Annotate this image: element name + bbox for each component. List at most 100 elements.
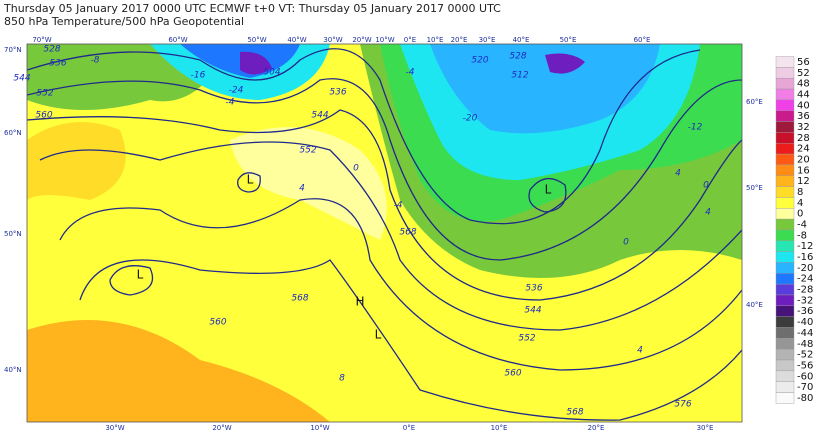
contour-label: 536 bbox=[49, 59, 66, 69]
contour-label: 552 bbox=[299, 146, 316, 156]
contour-label: 544 bbox=[311, 111, 328, 121]
contour-label: 568 bbox=[399, 228, 416, 238]
temperature-label: -4 bbox=[394, 201, 403, 211]
legend-label: 32 bbox=[797, 122, 810, 133]
legend-swatch bbox=[775, 67, 795, 79]
contour-label: 552 bbox=[518, 334, 535, 344]
legend-swatch bbox=[775, 132, 795, 144]
contour-label: 568 bbox=[566, 408, 583, 418]
pressure-center: H bbox=[355, 295, 364, 309]
longitude-label: 10°E bbox=[427, 36, 444, 44]
temperature-label: -16 bbox=[191, 71, 206, 81]
temperature-label: -12 bbox=[688, 123, 703, 133]
legend-swatch bbox=[775, 197, 795, 209]
legend-label: 56 bbox=[797, 57, 810, 68]
contour-label: 568 bbox=[291, 294, 308, 304]
temperature-label: 4 bbox=[299, 184, 305, 194]
legend-swatch bbox=[775, 99, 795, 111]
contour-label: 552 bbox=[36, 89, 53, 99]
longitude-label: 20°W bbox=[352, 36, 371, 44]
longitude-label: 70°W bbox=[32, 36, 51, 44]
contour-label: 528 bbox=[509, 52, 526, 62]
legend-label: -52 bbox=[797, 350, 813, 361]
temperature-label: 4 bbox=[637, 346, 643, 356]
temperature-label: 0 bbox=[703, 181, 709, 191]
legend-label: -56 bbox=[797, 360, 813, 371]
longitude-label: 20°E bbox=[451, 36, 468, 44]
contour-label: 512 bbox=[511, 71, 528, 81]
longitude-label: 20°E bbox=[588, 424, 605, 432]
longitude-label: 10°W bbox=[375, 36, 394, 44]
legend: 565248444036322824201612840-4-8-12-16-20… bbox=[775, 56, 813, 404]
longitude-label: 40°W bbox=[287, 36, 306, 44]
legend-label: 16 bbox=[797, 165, 810, 176]
legend-swatch bbox=[775, 262, 795, 274]
legend-label: -24 bbox=[797, 274, 813, 285]
legend-label: -12 bbox=[797, 241, 813, 252]
longitude-label: 0°E bbox=[404, 36, 416, 44]
legend-swatch bbox=[775, 283, 795, 296]
contour-label: 576 bbox=[674, 400, 691, 410]
legend-swatch bbox=[775, 359, 795, 372]
legend-label: 52 bbox=[797, 68, 810, 79]
legend-label: 24 bbox=[797, 144, 810, 155]
longitude-label: 30°E bbox=[479, 36, 496, 44]
latitude-label: 60°N bbox=[4, 129, 22, 137]
legend-swatch bbox=[775, 392, 795, 404]
legend-label: 36 bbox=[797, 111, 810, 122]
temperature-label: -24 bbox=[229, 86, 244, 96]
temperature-label: 0 bbox=[353, 164, 359, 174]
longitude-label: 40°E bbox=[513, 36, 530, 44]
pressure-center: L bbox=[247, 173, 254, 187]
longitude-label: 30°W bbox=[323, 36, 342, 44]
longitude-label: 10°W bbox=[310, 424, 329, 432]
temperature-label: 0 bbox=[623, 238, 629, 248]
legend-label: 28 bbox=[797, 133, 810, 144]
legend-label: -8 bbox=[797, 230, 807, 241]
latitude-label: 50°E bbox=[746, 184, 763, 192]
contour-label: 504 bbox=[263, 68, 280, 78]
legend-label: -80 bbox=[797, 393, 813, 404]
legend-swatch bbox=[775, 164, 795, 176]
legend-label: -20 bbox=[797, 263, 813, 274]
legend-swatch bbox=[775, 305, 795, 317]
longitude-label: 50°W bbox=[247, 36, 266, 44]
legend-label: -32 bbox=[797, 295, 813, 306]
legend-label: 40 bbox=[797, 100, 810, 111]
legend-label: -70 bbox=[797, 382, 813, 393]
legend-swatch bbox=[775, 251, 795, 263]
legend-swatch bbox=[775, 110, 795, 122]
legend-swatch bbox=[775, 348, 795, 361]
temperature-label: -4 bbox=[226, 98, 235, 108]
legend-label: -16 bbox=[797, 252, 813, 263]
pressure-center: L bbox=[375, 328, 382, 342]
longitude-label: 30°W bbox=[105, 424, 124, 432]
legend-swatch bbox=[775, 316, 795, 328]
longitude-label: 60°W bbox=[168, 36, 187, 44]
legend-label: 8 bbox=[797, 187, 803, 198]
legend-swatch bbox=[775, 381, 795, 393]
legend-swatch bbox=[775, 370, 795, 382]
legend-label: 44 bbox=[797, 89, 810, 100]
contour-label: 544 bbox=[13, 74, 30, 84]
latitude-label: 40°N bbox=[4, 366, 22, 374]
legend-swatch bbox=[775, 121, 795, 133]
legend-swatch bbox=[775, 186, 795, 198]
latitude-label: 40°E bbox=[746, 301, 763, 309]
legend-swatch bbox=[775, 88, 795, 101]
legend-label: -28 bbox=[797, 285, 813, 296]
legend-swatch bbox=[775, 338, 795, 350]
legend-label: -60 bbox=[797, 371, 813, 382]
longitude-label: 0°E bbox=[403, 424, 415, 432]
legend-swatch bbox=[775, 273, 795, 285]
longitude-label: 20°W bbox=[212, 424, 231, 432]
legend-swatch bbox=[775, 153, 795, 166]
legend-swatch bbox=[775, 240, 795, 252]
contour-label: 560 bbox=[504, 369, 521, 379]
temperature-label: 4 bbox=[705, 208, 711, 218]
legend-label: 12 bbox=[797, 176, 810, 187]
longitude-label: 30°E bbox=[697, 424, 714, 432]
longitude-label: 10°E bbox=[491, 424, 508, 432]
longitude-label: 50°E bbox=[560, 36, 577, 44]
